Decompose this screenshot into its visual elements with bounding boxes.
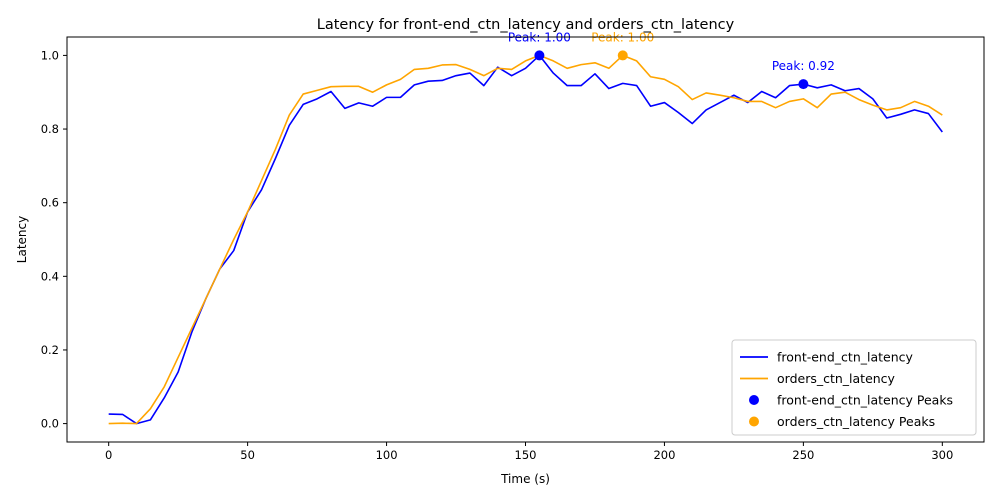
- peak-marker-0: [534, 50, 545, 61]
- y-tick-label: 0.0: [41, 417, 59, 431]
- x-tick-label: 200: [653, 448, 675, 462]
- y-tick-label: 0.2: [41, 343, 59, 357]
- y-axis-label: Latency: [15, 216, 29, 263]
- legend: front-end_ctn_latency orders_ctn_latencyf…: [731, 339, 977, 436]
- legend-label: front-end_ctn_latency: [777, 350, 914, 365]
- series-line-orders_ctn_latency: [108, 54, 943, 425]
- x-axis: 0 50 100 150 200 250 300: [105, 442, 953, 462]
- x-tick-label: 0: [105, 448, 112, 462]
- y-tick-label: 1.0: [41, 48, 59, 62]
- legend-label: front-end_ctn_latency Peaks: [777, 393, 953, 408]
- legend-swatch-marker: [749, 395, 759, 405]
- y-axis: 0.0 0.2 0.4 0.6 0.8 1.0: [41, 48, 67, 431]
- x-tick-label: 150: [515, 448, 537, 462]
- legend-label: orders_ctn_latency: [777, 371, 896, 386]
- peak-label-2: Peak: 0.92: [772, 59, 835, 73]
- y-tick-label: 0.6: [41, 196, 59, 210]
- legend-box: [731, 339, 977, 436]
- x-tick-label: 250: [792, 448, 814, 462]
- y-tick-label: 0.8: [41, 122, 59, 136]
- peak-marker-2: [798, 79, 809, 90]
- x-axis-label: Time (s): [500, 472, 550, 486]
- x-tick-label: 100: [376, 448, 398, 462]
- x-tick-label: 300: [931, 448, 953, 462]
- legend-swatch-marker: [749, 416, 759, 427]
- peak-marker-1: [617, 50, 628, 61]
- x-tick-label: 50: [240, 448, 255, 462]
- legend-label: orders_ctn_latency Peaks: [777, 414, 935, 429]
- chart-title: Latency for front-end_ctn_latency and or…: [317, 17, 735, 33]
- y-tick-label: 0.4: [41, 269, 59, 283]
